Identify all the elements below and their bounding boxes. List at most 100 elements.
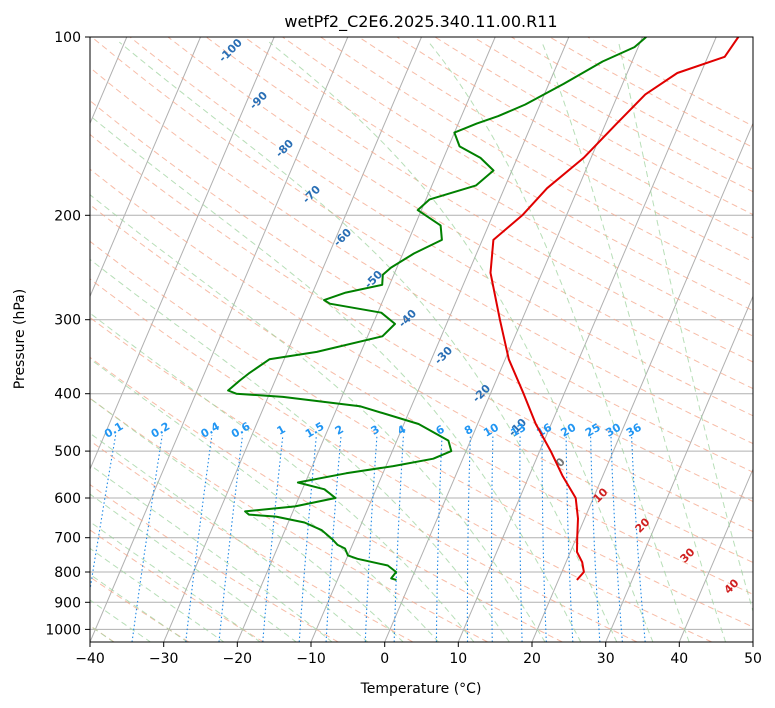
mixing-ratio-label: 0.4 — [198, 419, 222, 440]
mixing-ratio-label: 0.2 — [149, 420, 172, 441]
x-tick-label: 40 — [670, 651, 688, 667]
y-tick-label: 100 — [54, 30, 81, 46]
mixing-ratio-line — [541, 435, 547, 642]
moist-adiabat — [90, 115, 582, 642]
isotherm-gridline — [90, 37, 275, 471]
y-axis-label: Pressure (hPa) — [12, 289, 28, 389]
y-tick-label: 600 — [54, 491, 81, 507]
temperature-line — [489, 37, 740, 581]
dry-adiabat — [91, 37, 753, 445]
mixing-ratio-label: 0.1 — [102, 420, 125, 441]
x-tick-label: −40 — [75, 651, 105, 667]
x-tick-label: 10 — [449, 651, 467, 667]
dry-adiabat — [358, 37, 753, 263]
chart-title: wetPf2_C2E6.2025.340.11.00.R11 — [284, 12, 557, 32]
dry-adiabat — [90, 133, 753, 533]
mixing-ratio-line — [218, 435, 244, 642]
plot-frame — [89, 36, 754, 643]
moist-adiabat — [90, 194, 546, 642]
mixing-ratio-line — [490, 435, 494, 642]
isotherm-gridline — [90, 37, 349, 642]
mixing-ratio-line — [435, 435, 443, 642]
isotherm-gridline — [457, 37, 717, 642]
x-tick-label: −20 — [223, 651, 253, 667]
moist-adiabat — [428, 41, 690, 642]
x-tick-label: 30 — [597, 651, 615, 667]
y-tick-label: 700 — [54, 531, 81, 547]
mixing-ratio-line — [262, 435, 284, 642]
dry-adiabat — [90, 240, 753, 628]
moist-adiabat — [90, 599, 152, 642]
dry-adiabat — [90, 278, 712, 642]
dry-adiabat — [244, 37, 753, 337]
y-tick-label: 800 — [54, 565, 81, 581]
mixing-ratio-line — [90, 435, 117, 594]
moist-adiabat — [90, 464, 333, 642]
dry-adiabat — [434, 37, 753, 216]
moist-adiabat — [618, 41, 753, 614]
dry-adiabat-label: -20 — [470, 382, 493, 405]
dry-adiabat — [90, 168, 753, 564]
dry-adiabat — [90, 100, 753, 503]
mixing-ratio-label: 0.6 — [229, 419, 253, 440]
mixing-ratio-label: 10 — [481, 421, 501, 440]
mixing-ratio-line — [298, 435, 317, 642]
dry-adiabat — [90, 529, 264, 642]
isotherm-gridline — [678, 467, 753, 642]
dry-adiabat — [90, 356, 563, 642]
x-tick-label: 20 — [523, 651, 541, 667]
moist-adiabat — [268, 41, 654, 642]
mixing-ratio-label: 36 — [624, 421, 644, 440]
mixing-ratio-label: 1 — [275, 423, 288, 438]
dry-adiabat — [90, 576, 190, 642]
mixing-ratio-line — [364, 435, 378, 642]
dry-adiabat-label: -80 — [273, 137, 296, 160]
y-tick-label: 400 — [54, 387, 81, 403]
dry-adiabat — [90, 484, 339, 642]
dry-adiabat — [129, 37, 753, 417]
isotherm-gridline — [163, 37, 422, 642]
x-tick-label: 0 — [380, 651, 389, 667]
mixing-ratio-line — [131, 435, 163, 642]
dewpoint-line — [227, 37, 647, 581]
isotherm-gridline — [605, 295, 753, 642]
y-tick-label: 200 — [54, 208, 81, 224]
mixing-ratio-line — [565, 435, 574, 642]
x-axis-label: Temperature (°C) — [360, 681, 482, 697]
moist-adiabat — [90, 432, 369, 642]
dry-adiabat-label: -60 — [331, 226, 354, 249]
y-tick-label: 1000 — [45, 622, 81, 638]
mixing-ratio-line — [393, 435, 405, 642]
moist-adiabat — [90, 358, 440, 642]
dry-adiabat — [90, 316, 638, 642]
moist-adiabat — [90, 312, 475, 642]
moist-adiabat-label: 30 — [678, 545, 698, 565]
dry-adiabat-label: -70 — [300, 183, 323, 206]
x-tick-label: −10 — [296, 651, 326, 667]
x-tick-label: 50 — [744, 651, 762, 667]
y-tick-label: 500 — [54, 444, 81, 460]
dry-adiabat — [90, 397, 488, 642]
moist-adiabat — [90, 397, 404, 642]
dry-adiabat — [282, 37, 753, 312]
mixing-ratio-line — [325, 435, 342, 642]
dry-adiabat — [511, 37, 753, 170]
moist-adiabat-label: 10 — [591, 485, 611, 505]
x-tick-label: −30 — [149, 651, 179, 667]
dry-adiabat — [90, 440, 414, 642]
moist-adiabat — [118, 41, 618, 642]
mixing-ratio-label: 20 — [558, 421, 578, 440]
isotherm-gridline — [384, 37, 643, 642]
moist-adiabat — [541, 41, 727, 642]
mixing-ratio-label: 30 — [603, 421, 623, 440]
isotherm-gridline — [90, 37, 201, 298]
mixing-ratio-line — [590, 435, 601, 642]
dry-adiabat — [90, 204, 753, 595]
mixing-ratio-label: 2 — [333, 423, 346, 438]
mixing-ratio-line — [519, 435, 523, 642]
moist-adiabat-label: 40 — [722, 576, 742, 596]
mixing-ratio-line — [466, 435, 471, 642]
isotherm-gridline — [531, 122, 753, 642]
mixing-ratio-line — [610, 435, 623, 642]
y-tick-label: 900 — [54, 595, 81, 611]
